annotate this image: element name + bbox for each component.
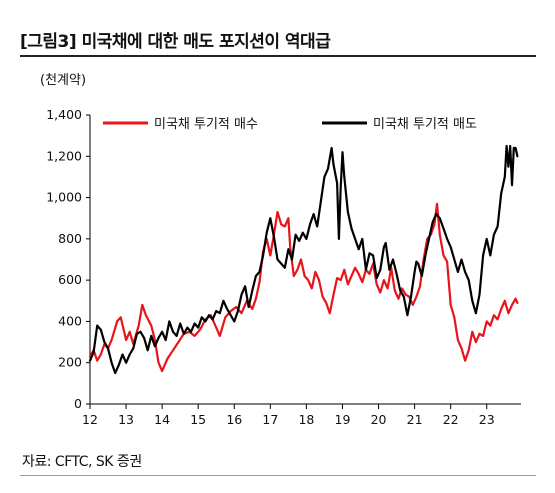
x-tick-label: 15 [190,412,206,427]
x-tick-label: 18 [298,412,314,427]
y-tick-label: 600 [58,272,82,287]
x-tick-label: 23 [479,412,495,427]
y-tick-label: 1,200 [46,148,82,163]
chart-legend: 미국채 투기적 매수 미국채 투기적 매도 [103,117,477,132]
x-tick-label: 12 [82,412,98,427]
x-tick-label: 21 [407,412,423,427]
y-tick-label: 400 [58,313,82,328]
source-note: 자료: CFTC, SK 증권 [22,454,142,470]
y-tick-label: 800 [58,231,82,246]
x-tick-label: 16 [226,412,242,427]
bottom-divider [20,475,536,476]
x-tick-label: 17 [262,412,278,427]
x-tick-label: 14 [154,412,170,427]
y-tick-label: 1,000 [46,190,82,205]
title-divider [20,55,536,57]
series-line-long [88,202,519,373]
y-axis-unit-label: (천계약) [40,73,87,88]
chart-axes: 0 200 400 600 800 1,000 1,200 1,400 12 13 14 15 16 17… [46,107,521,427]
y-tick-label: 200 [58,355,82,370]
legend-label: 미국채 투기적 매도 [373,117,477,132]
y-tick-label: 1,400 [46,107,82,122]
x-tick-label: 22 [443,412,459,427]
chart-title: [그림3] 미국채에 대한 매도 포지션이 역대급 [20,32,331,52]
y-tick-label: 0 [74,396,82,411]
series-line-short [88,144,519,375]
x-tick-label: 20 [371,412,387,427]
legend-label: 미국채 투기적 매수 [154,117,258,132]
x-tick-label: 19 [335,412,351,427]
x-tick-label: 13 [118,412,134,427]
chart-series-lines [88,144,519,375]
